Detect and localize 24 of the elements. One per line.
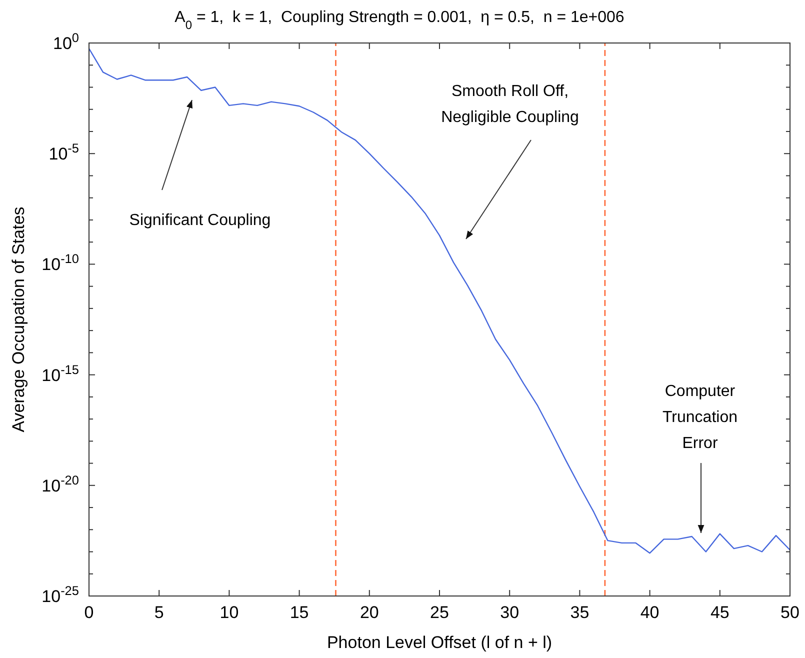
- x-tick-label: 40: [640, 603, 660, 622]
- y-tick-label: 10$^{0}$: [52, 30, 79, 53]
- y-tick-label: 10$^{-10}$: [42, 250, 79, 274]
- x-tick-label: 5: [154, 603, 164, 622]
- annotation: Smooth Roll Off, Negligible Coupling: [441, 83, 579, 126]
- x-axis-title: Photon Level Offset (l of n + l): [326, 633, 552, 652]
- y-tick-label: 10$^{-20}$: [42, 472, 79, 496]
- y-tick-label: 10$^{-25}$: [42, 582, 79, 606]
- chart-title: A$_{0}$ = 1, k = 1, Coupling Strength = 0.001, η = 0.5, n = 1e+006: [174, 9, 624, 32]
- annotation: Computer Truncation Error: [662, 383, 738, 452]
- x-tick-label: 0: [84, 603, 94, 622]
- x-tick-label: 35: [570, 603, 590, 622]
- y-tick-label: 10$^{-15}$: [42, 361, 79, 385]
- line-series: [88, 48, 791, 554]
- x-tick-label: 20: [360, 603, 379, 622]
- x-tick-label: 15: [290, 603, 309, 622]
- y-axis-title: Average Occupation of States: [9, 206, 28, 432]
- x-tick-label: 50: [780, 603, 800, 622]
- y-tick-label: 10$^{-5}$: [48, 140, 79, 164]
- x-tick-label: 30: [500, 603, 520, 622]
- x-tick-label: 10: [220, 603, 239, 622]
- x-tick-label: 25: [430, 603, 449, 622]
- annotation: Significant Coupling: [129, 212, 271, 229]
- x-tick-label: 45: [710, 603, 730, 622]
